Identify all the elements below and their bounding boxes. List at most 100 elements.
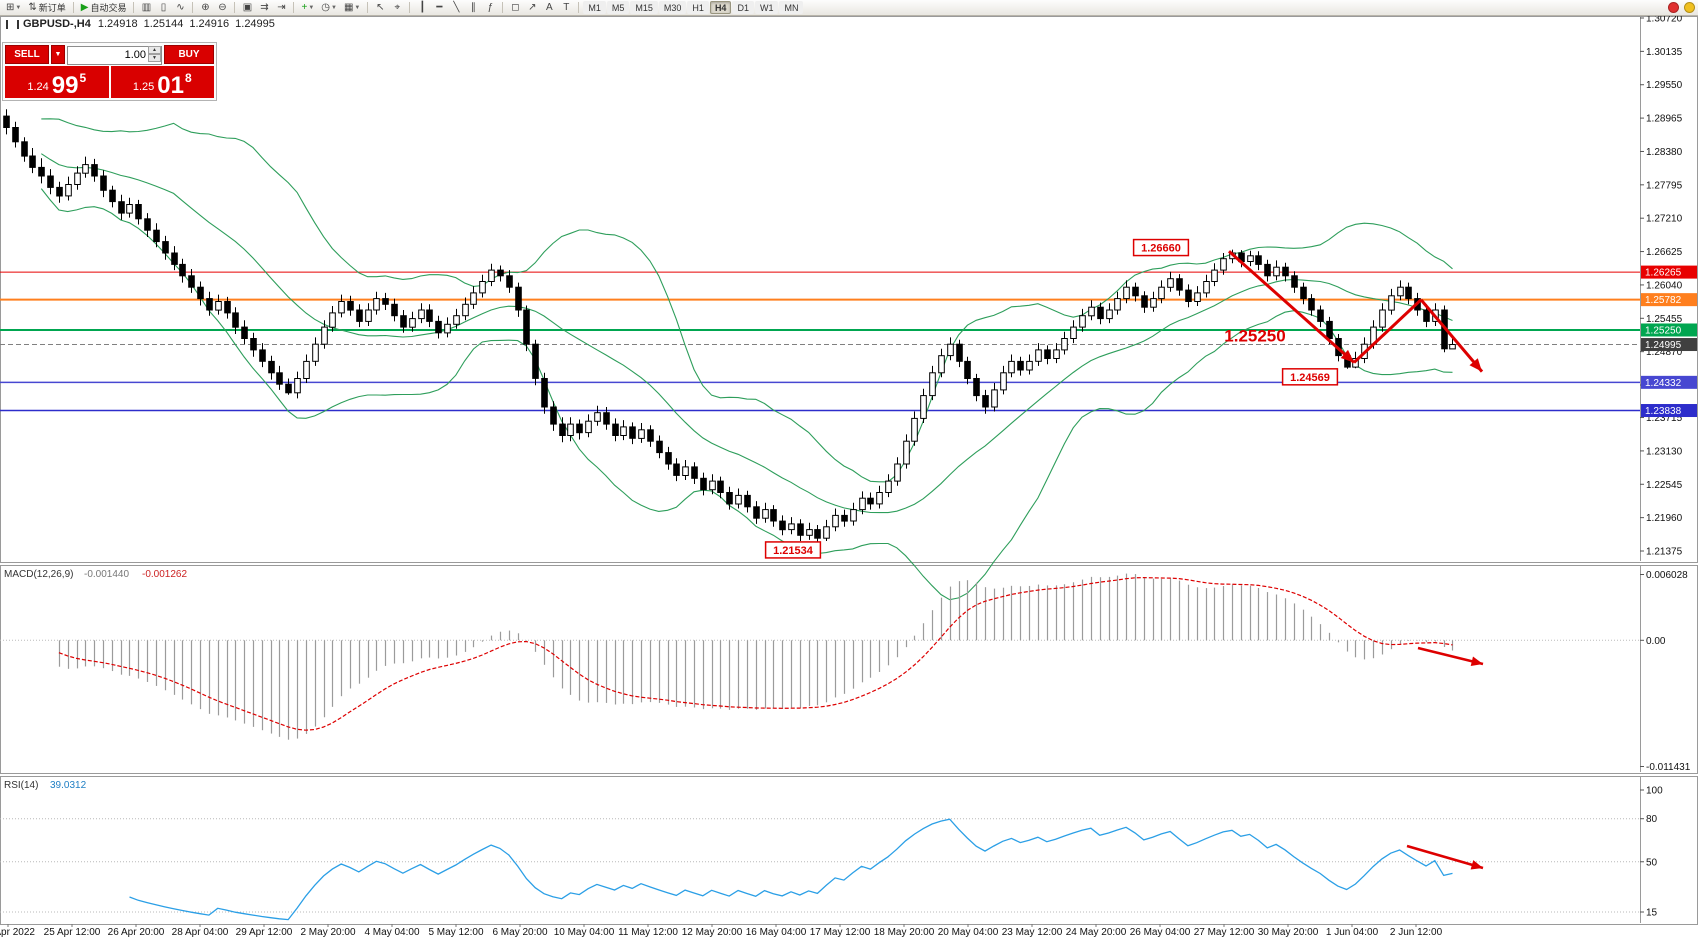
timeframe-d1-button[interactable]: D1 [732, 1, 754, 14]
chart-shift-button[interactable]: ⇥ [273, 1, 289, 15]
svg-text:2 Jun 12:00: 2 Jun 12:00 [1390, 927, 1443, 938]
candle-body [1405, 286, 1412, 300]
candle-body [1123, 286, 1130, 300]
svg-text:1.21534: 1.21534 [773, 545, 814, 557]
rsi-arrow[interactable] [1406, 844, 1484, 870]
candle-body [418, 309, 425, 320]
line-chart-button[interactable]: ∿ [172, 1, 188, 15]
candle-body [973, 378, 980, 397]
periods-button[interactable]: ◷ ▼ [318, 1, 340, 15]
vertical-line-button[interactable]: ┃ [414, 1, 430, 15]
svg-text:1.26660: 1.26660 [1141, 243, 1181, 255]
svg-text:17 May 12:00: 17 May 12:00 [810, 927, 871, 938]
arrows-button[interactable]: ↗ [524, 1, 540, 15]
annotation-1.24569[interactable]: 1.24569 [1281, 368, 1339, 386]
candle-body [647, 429, 654, 442]
cursor-button[interactable]: ↖ [372, 1, 388, 15]
svg-text:-0.001262: -0.001262 [142, 569, 187, 580]
rsi-axis[interactable]: 100 80 50 15 [1640, 786, 1663, 919]
new-chart-button[interactable]: ⊞ ▼ [3, 1, 24, 15]
macd-axis[interactable]: 0.006028 0.00 -0.011431 [1640, 570, 1691, 773]
time-axis[interactable]: 22 Apr 2022 25 Apr 12:00 26 Apr 20:00 28 Ap… [0, 924, 1443, 938]
toolbar-separator [367, 2, 369, 13]
timeframe-w1-button[interactable]: W1 [754, 1, 779, 14]
volume-input[interactable] [67, 45, 162, 65]
candle-body [1203, 281, 1210, 294]
svg-text:1.28965: 1.28965 [1646, 114, 1683, 125]
svg-text:18 May 20:00: 18 May 20:00 [874, 927, 935, 938]
toolbar-separator [409, 2, 411, 13]
annotation-1.26660[interactable]: 1.26660 [1132, 238, 1190, 257]
candle-body [691, 466, 698, 479]
order-type-dropdown[interactable]: ▼ [51, 45, 65, 64]
toolbar: ⊞ ▼ ⇅ 新订单 ▶ 自动交易 ▥ ▯ ∿ ⊕ ⊖ ▣ ⇉ ⇥ + ▼ ◷ ▼ ▦ ▼ ↖ ⌖ ┃ ━ ╲ ∥ ƒ ◻ ↗ A T M1 M5… [0, 0, 1698, 16]
svg-text:11 May 12:00: 11 May 12:00 [618, 927, 678, 938]
candle-body [365, 309, 372, 322]
svg-text:39.0312: 39.0312 [50, 780, 87, 791]
chart-icon [6, 19, 19, 29]
timeframe-m1-button[interactable]: M1 [583, 1, 606, 14]
candle-body [1035, 349, 1042, 362]
autotrading-button[interactable]: ▶ 自动交易 [78, 1, 130, 15]
svg-text:1.28380: 1.28380 [1646, 147, 1683, 158]
buy-price-point: 8 [184, 71, 192, 85]
candle-body [188, 275, 195, 288]
trend-arrows[interactable] [1228, 250, 1484, 373]
volume-increase-button[interactable]: ▲ [148, 46, 161, 54]
candle-body [250, 338, 257, 351]
auto-scroll-button[interactable]: ⇉ [256, 1, 272, 15]
svg-text:30 May 20:00: 30 May 20:00 [1258, 927, 1319, 938]
timeframe-mn-button[interactable]: MN [779, 1, 804, 14]
bar-chart-button[interactable]: ▥ [138, 1, 154, 15]
candle-body [1273, 266, 1280, 277]
timeframe-h1-button[interactable]: H1 [687, 1, 709, 14]
zoom-in-button[interactable]: ⊕ [197, 1, 213, 15]
fibonacci-button[interactable]: ƒ [482, 1, 498, 15]
candle-body [224, 301, 231, 314]
templates-button[interactable]: ▦ ▼ [341, 1, 363, 15]
status-icon-red[interactable] [1668, 2, 1679, 13]
buy-price-panel[interactable]: 1.25 01 8 [110, 66, 214, 98]
timeframe-m5-button[interactable]: M5 [606, 1, 630, 14]
price-badge-1.26265 [1641, 265, 1697, 279]
text-button[interactable]: A [541, 1, 557, 15]
channel-button[interactable]: ∥ [465, 1, 481, 15]
horizontal-line-button[interactable]: ━ [431, 1, 447, 15]
annotation-1.21534[interactable]: 1.21534 [764, 541, 822, 559]
timeframe-m30-button[interactable]: M30 [658, 1, 687, 14]
timeframe-h4-button[interactable]: H4 [709, 1, 732, 14]
shapes-button[interactable]: ◻ [507, 1, 523, 15]
candlestick-chart-button[interactable]: ▯ [155, 1, 171, 15]
sell-button[interactable]: SELL [5, 45, 49, 64]
macd-arrow[interactable] [1417, 646, 1484, 666]
autotrading-icon: ▶ [80, 1, 89, 13]
status-icon-yellow[interactable] [1684, 2, 1695, 13]
candle-body [885, 480, 892, 494]
svg-text:20 May 04:00: 20 May 04:00 [938, 927, 999, 938]
candle-body [682, 466, 689, 476]
tile-windows-button[interactable]: ▣ [239, 1, 255, 15]
zoom-out-button[interactable]: ⊖ [214, 1, 230, 15]
candle-body [709, 480, 716, 491]
sell-price-panel[interactable]: 1.24 99 5 [5, 66, 109, 98]
candle-body [171, 252, 178, 265]
candle-body [629, 426, 636, 439]
candle-body [1132, 286, 1139, 297]
annotation-1.25250[interactable]: 1.25250 [1224, 327, 1285, 346]
candle-body [347, 301, 354, 311]
candle-body [603, 412, 610, 425]
chart-svg[interactable]: 1.30720 1.30135 1.29550 1.28965 1.28380 1.277… [0, 16, 1698, 939]
chart-area[interactable]: 1.30720 1.30135 1.29550 1.28965 1.28380 1.277… [0, 16, 1698, 939]
crosshair-button[interactable]: ⌖ [389, 1, 405, 15]
text-label-button[interactable]: T [558, 1, 574, 15]
new-order-button[interactable]: ⇅ 新订单 [25, 1, 68, 15]
volume-decrease-button[interactable]: ▼ [148, 54, 161, 62]
svg-text:1.27795: 1.27795 [1646, 180, 1683, 191]
buy-button[interactable]: BUY [164, 45, 214, 64]
timeframe-m15-button[interactable]: M15 [630, 1, 658, 14]
candle-body [1079, 315, 1086, 328]
trendline-button[interactable]: ╲ [448, 1, 464, 15]
indicators-button[interactable]: + ▼ [298, 1, 317, 15]
candle-body [867, 497, 874, 505]
price-axis[interactable]: 1.30720 1.30135 1.29550 1.28965 1.28380 1.277… [1640, 16, 1697, 558]
